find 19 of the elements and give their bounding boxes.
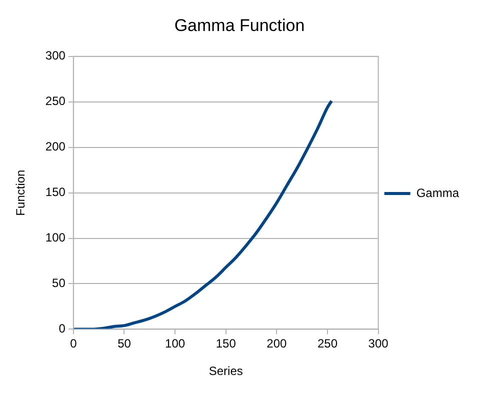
x-tick-label: 250: [317, 336, 338, 351]
x-tick-label: 150: [216, 336, 236, 351]
x-tick-label: 100: [165, 336, 186, 351]
x-tick-label: 50: [118, 336, 132, 351]
x-tick-label: 0: [70, 336, 78, 351]
y-tick-label: 300: [45, 48, 66, 63]
y-tick-label: 200: [45, 140, 66, 154]
chart-title: Gamma Function: [174, 16, 305, 35]
y-tick-label: 150: [45, 185, 66, 200]
y-tick-label: 50: [52, 276, 66, 290]
x-tick-label: 300: [368, 336, 389, 351]
y-tick-label: 0: [58, 322, 66, 336]
y-axis-title: Function: [14, 170, 28, 216]
y-tick-label: 100: [45, 230, 66, 245]
y-tick-label: 250: [45, 94, 66, 108]
x-axis-title: Series: [208, 364, 243, 378]
line-series: [73, 99, 334, 330]
x-tick-label: 200: [266, 336, 288, 351]
legend-label: Gamma: [416, 186, 460, 200]
